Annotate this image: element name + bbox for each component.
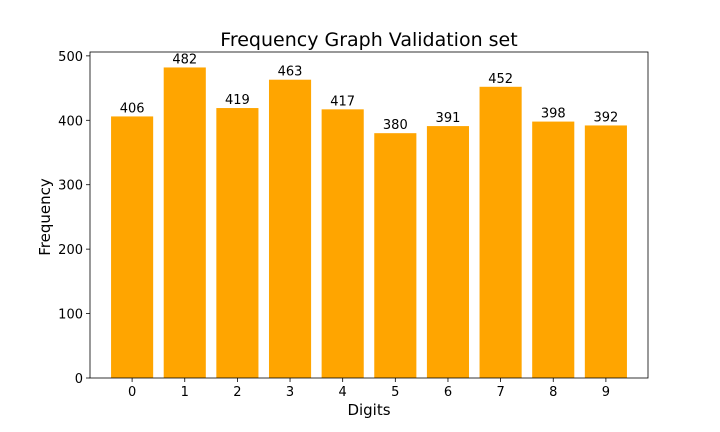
x-tick-label: 2 <box>233 385 241 400</box>
bar-value-label: 419 <box>225 93 250 108</box>
x-tick-label: 5 <box>391 385 399 400</box>
bar-digit-2 <box>216 108 259 378</box>
bar-value-label: 452 <box>488 72 513 87</box>
y-tick-label: 0 <box>75 372 83 387</box>
y-tick-label: 100 <box>58 308 83 323</box>
x-axis-label: Digits <box>347 401 390 419</box>
bar-value-label: 391 <box>436 111 461 126</box>
bar-labels-group: 406 482 419 463 417 380 391 452 398 392 <box>120 52 619 133</box>
x-tick-label: 8 <box>549 385 557 400</box>
bar-digit-7 <box>479 86 522 378</box>
x-tick-label: 7 <box>496 385 504 400</box>
bar-value-label: 380 <box>383 118 408 133</box>
y-tick-label: 200 <box>58 243 83 258</box>
bar-digit-1 <box>163 67 206 378</box>
x-tick-label: 4 <box>339 385 347 400</box>
x-tick-label: 3 <box>286 385 294 400</box>
bar-digit-3 <box>268 79 312 379</box>
bars-group <box>111 67 627 379</box>
bar-digit-9 <box>584 125 627 378</box>
y-axis-label: Frequency <box>36 178 54 256</box>
x-tick-label: 6 <box>444 385 452 400</box>
y-axis-ticks: 0 100 200 300 400 500 <box>58 50 90 387</box>
bar-digit-5 <box>374 133 417 378</box>
bar-digit-8 <box>532 121 575 378</box>
bar-digit-0 <box>111 116 154 378</box>
x-tick-label: 1 <box>181 385 189 400</box>
bar-digit-6 <box>426 126 470 378</box>
bar-digit-4 <box>321 109 364 379</box>
bar-value-label: 463 <box>278 65 303 80</box>
x-axis-ticks: 0 1 2 3 4 5 6 7 8 9 <box>128 378 610 400</box>
plot-area-frame <box>89 51 649 379</box>
x-tick-label: 9 <box>602 385 610 400</box>
x-tick-label: 0 <box>128 385 136 400</box>
y-tick-label: 500 <box>58 50 83 65</box>
bar-value-label: 482 <box>172 52 197 67</box>
bar-value-label: 398 <box>541 107 566 122</box>
bar-value-label: 406 <box>120 101 145 116</box>
chart-title: Frequency Graph Validation set <box>220 29 517 51</box>
y-tick-label: 400 <box>58 114 83 129</box>
y-tick-label: 300 <box>58 179 83 194</box>
bar-value-label: 392 <box>593 110 618 125</box>
bar-value-label: 417 <box>330 94 355 109</box>
